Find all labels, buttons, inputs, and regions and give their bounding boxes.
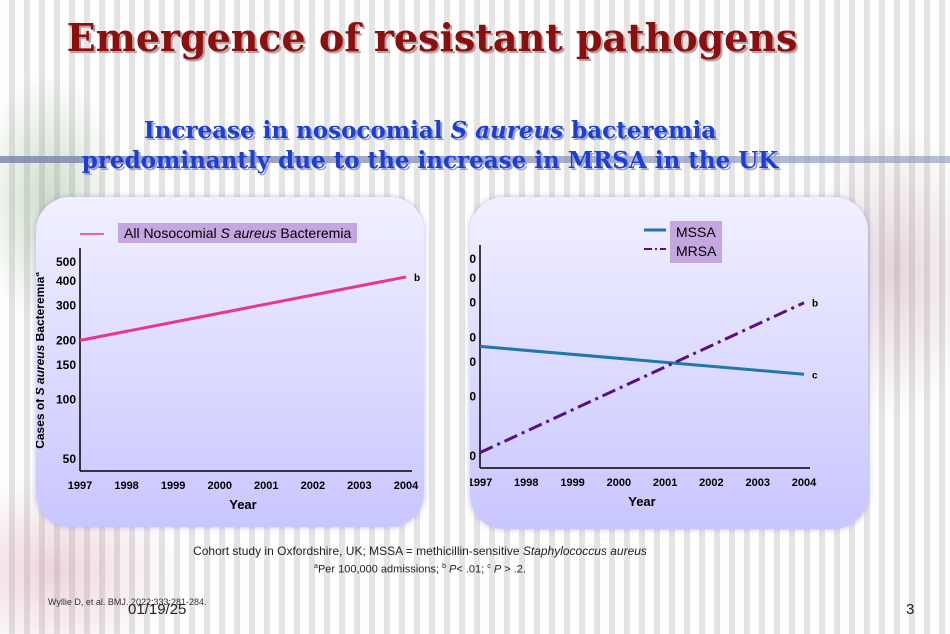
series-line-all-nosocomial-s-aureus-bacteremia <box>79 275 407 342</box>
footnote-per: Per 100,000 admissions; <box>317 563 443 576</box>
x-tick-label: 1999 <box>560 477 584 489</box>
x-tick-label: 2001 <box>653 477 677 489</box>
slide-date: 01/19/25 <box>128 601 187 618</box>
series-end-label: c <box>812 370 818 381</box>
x-tick-label: 2002 <box>699 477 723 489</box>
legend-text: All Nosocomial <box>124 225 221 241</box>
slide-title: Emergence of resistant pathogens <box>66 15 798 60</box>
subtitle-italic: S aureus <box>450 117 564 144</box>
y-tick-label: 150 <box>470 355 476 369</box>
x-axis-label: Year <box>628 494 655 509</box>
y-tick-label: 500 <box>56 255 76 269</box>
legend-mssa-mrsa: MSSA MRSA <box>670 221 723 263</box>
y-tick-label: 500 <box>470 252 476 266</box>
y-tick-label: 150 <box>56 358 76 372</box>
x-tick-label: 1998 <box>114 480 138 492</box>
footnote-cohort: Cohort study in Oxfordshire, UK; MSSA = … <box>0 544 840 558</box>
y-tick-label: 400 <box>56 274 76 288</box>
y-tick-label: 300 <box>56 299 76 313</box>
footnote-p2-rest: > .2. <box>501 563 526 576</box>
footnote-text: Cohort study in Oxfordshire, UK; MSSA = … <box>193 544 523 558</box>
x-tick-label: 1997 <box>470 477 492 489</box>
page-number: 3 <box>906 601 915 618</box>
x-tick-label: 2001 <box>254 480 278 492</box>
footnote-p2: P <box>493 563 502 576</box>
chart-total: 50 100 150 200 300 400 500 1997 1998 1999 2000 2001… <box>36 233 420 512</box>
series-end-label: b <box>414 273 420 284</box>
y-tick-label: 50 <box>470 449 476 463</box>
legend-total: All Nosocomial S aureus Bacteremia <box>118 223 358 243</box>
chart-panel-total: All Nosocomial S aureus Bacteremia 50 100… <box>36 197 424 527</box>
series-line-mrsa <box>479 301 805 455</box>
x-axis-label: Year <box>229 497 256 512</box>
legend-mssa-label: MSSA <box>676 224 716 240</box>
y-tick-label: 100 <box>470 390 476 404</box>
y-tick-label: 100 <box>56 393 76 407</box>
x-tick-label: 2003 <box>347 480 371 492</box>
slide-subtitle: Increase in nosocomial S aureus bacterem… <box>50 116 810 176</box>
chart-panel-mssa-mrsa: MSSA MRSA 50 100 150 200 300 400 500 1997 1998 19… <box>470 197 868 529</box>
y-axis-label: Cases of S aureus Bacteremiaa <box>36 272 47 449</box>
footnote-italic: Staphylococcus aureus <box>522 544 647 558</box>
x-tick-label: 2003 <box>745 477 769 489</box>
legend-mrsa-label: MRSA <box>676 243 717 259</box>
x-tick-label: 1997 <box>68 480 92 492</box>
footnote-p1-rest: < .01; <box>456 563 488 576</box>
x-tick-label: 2004 <box>792 477 817 489</box>
x-tick-label: 2004 <box>394 480 419 492</box>
x-tick-label: 2000 <box>207 480 231 492</box>
decorative-bar <box>0 156 950 163</box>
citation: Wyllie D, et al. BMJ. 2022;333:281-284. <box>48 597 207 607</box>
footnote-p1: P <box>449 563 457 576</box>
y-tick-label: 200 <box>56 333 76 347</box>
x-tick-label: 2002 <box>301 480 325 492</box>
legend-italic: S aureus <box>220 225 277 241</box>
legend-text-end: Bacteremia <box>276 225 352 241</box>
series-end-label: b <box>812 299 818 310</box>
x-tick-label: 2000 <box>607 477 631 489</box>
footnote-sup-a: a <box>314 563 318 570</box>
chart-mssa-mrsa: 50 100 150 200 300 400 500 1997 1998 1999 2000 2001… <box>470 228 818 509</box>
x-tick-label: 1999 <box>161 480 185 492</box>
y-tick-label: 300 <box>470 296 476 310</box>
subtitle-text: Increase in nosocomial <box>143 117 451 144</box>
footnote-stats: aPer 100,000 admissions; b P< .01; c P >… <box>0 563 840 576</box>
footnote-sup-c: c <box>487 563 491 570</box>
subtitle-text-end: bacteremia predominantly due to the incr… <box>81 117 779 174</box>
y-tick-label: 50 <box>63 452 77 466</box>
x-tick-label: 1998 <box>514 477 538 489</box>
y-tick-label: 200 <box>470 330 476 344</box>
footnote-sup-b: b <box>442 563 446 570</box>
series-line-mssa <box>479 344 805 376</box>
y-tick-label: 400 <box>470 271 476 285</box>
